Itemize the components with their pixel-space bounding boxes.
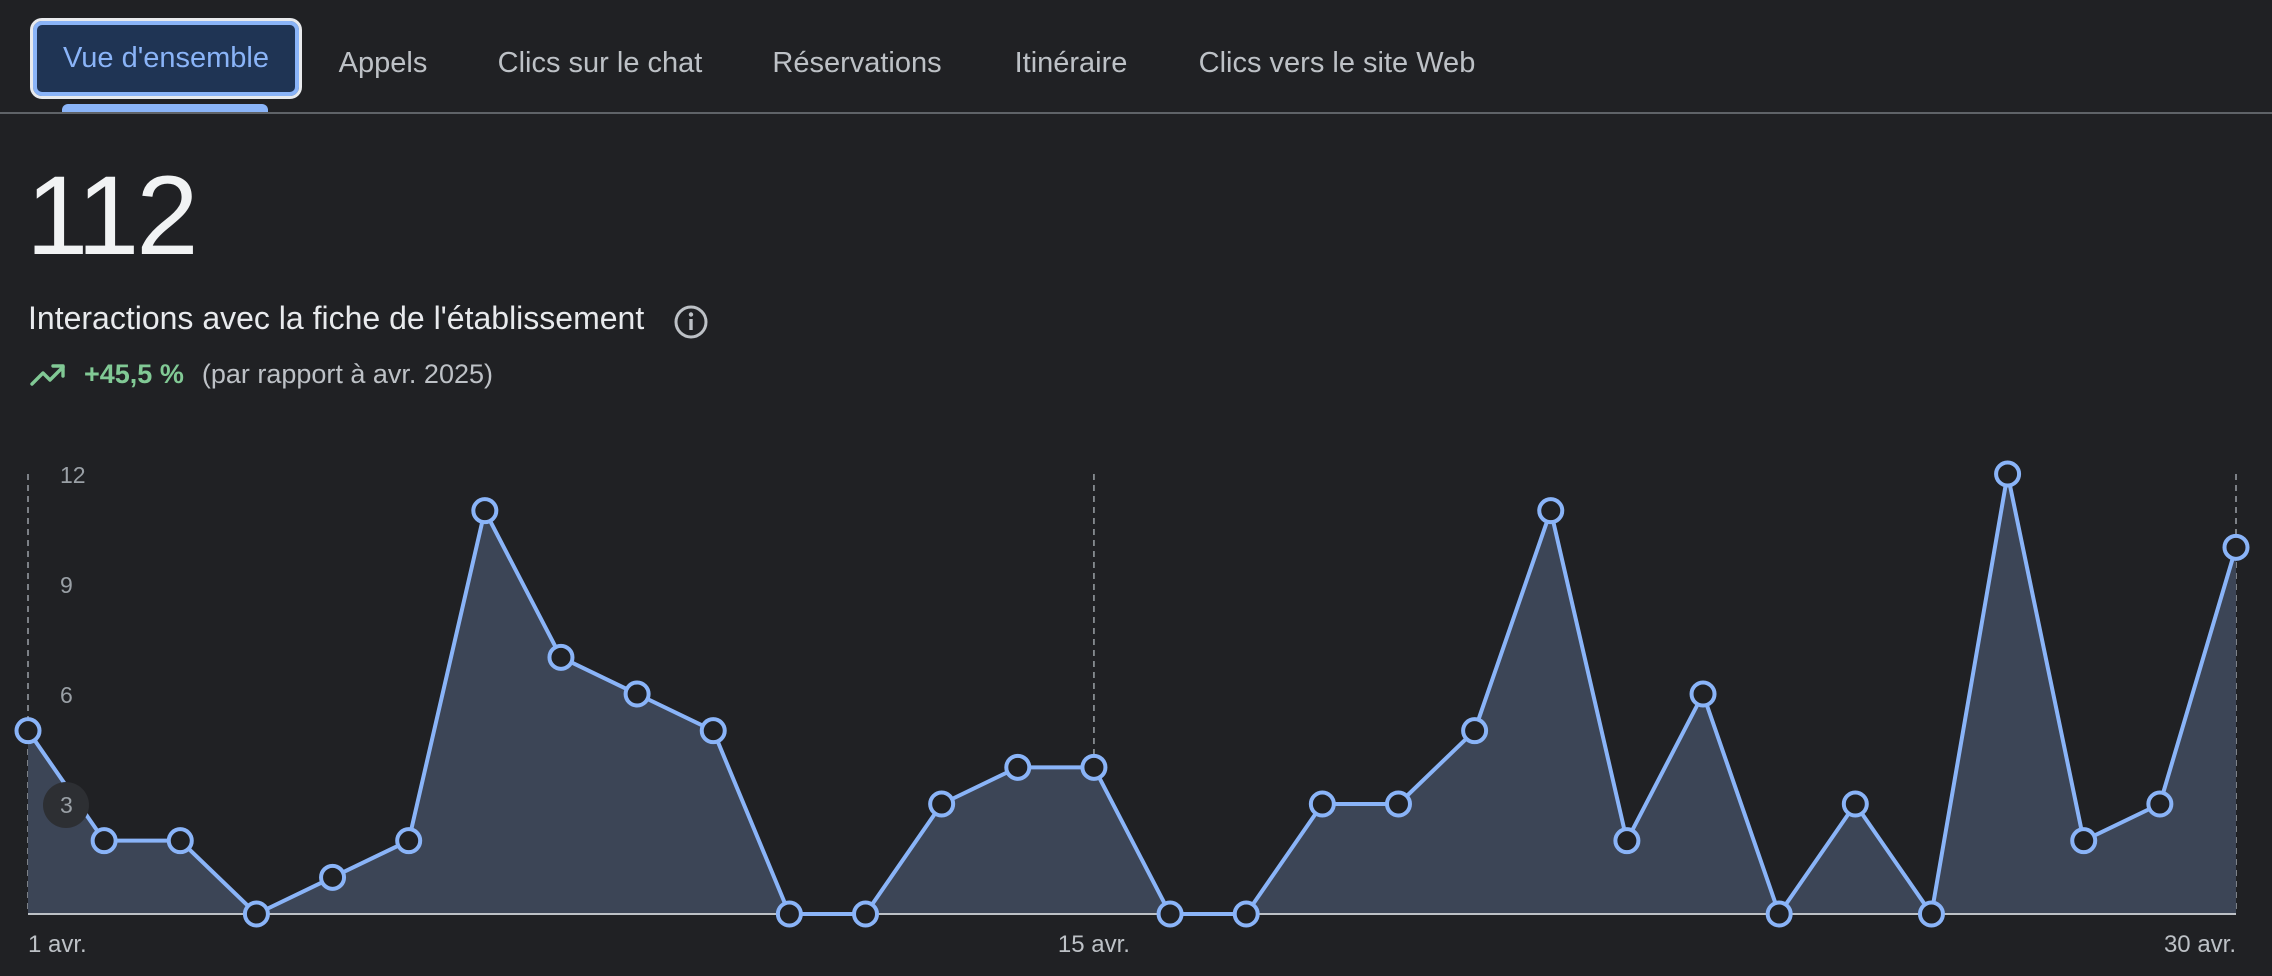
data-point xyxy=(90,827,118,855)
data-point xyxy=(1461,717,1489,745)
data-point xyxy=(1004,753,1032,781)
series-line xyxy=(26,472,2238,916)
tab-website-clicks[interactable]: Clics vers le site Web xyxy=(1198,46,1476,79)
tab-overview[interactable]: Vue d'ensemble xyxy=(30,18,302,99)
data-point xyxy=(547,643,575,671)
data-point xyxy=(775,900,803,928)
tab-calls[interactable]: Appels xyxy=(338,46,428,79)
tab-chat-clicks[interactable]: Clics sur le chat xyxy=(497,46,703,79)
tab-directions[interactable]: Itinéraire xyxy=(1014,46,1128,79)
data-point xyxy=(1080,753,1108,781)
data-point xyxy=(1232,900,1260,928)
data-point xyxy=(699,717,727,745)
data-point xyxy=(166,827,194,855)
data-point xyxy=(1689,680,1717,708)
x-tick-label-0: 1 avr. xyxy=(28,931,87,958)
tab-bar: Vue d'ensemble Appels Clics sur le chat … xyxy=(0,0,2272,114)
x-tick-label-2: 30 avr. xyxy=(2164,931,2236,958)
info-icon[interactable] xyxy=(673,304,709,340)
data-point xyxy=(1917,900,1945,928)
data-point xyxy=(242,900,270,928)
y-tick-label-0: 12 xyxy=(60,462,86,488)
y-tick-label-3: 3 xyxy=(60,792,73,818)
trend-comparison: (par rapport à avr. 2025) xyxy=(201,358,493,389)
data-point xyxy=(852,900,880,928)
metric-label: Interactions avec la fiche de l'établiss… xyxy=(28,300,645,336)
active-tab-indicator xyxy=(62,104,268,112)
data-point xyxy=(1765,900,1793,928)
trending-up-icon xyxy=(30,364,65,386)
area-fill xyxy=(28,474,2236,914)
trend-row: +45,5 % (par rapport à avr. 2025) xyxy=(30,356,493,392)
x-tick-label-1: 15 avr. xyxy=(1058,931,1130,958)
tab-reservations[interactable]: Réservations xyxy=(772,46,942,79)
data-point xyxy=(2146,790,2174,818)
data-point xyxy=(1537,497,1565,525)
data-point xyxy=(2070,827,2098,855)
data-point xyxy=(395,827,423,855)
metric-value: 112 xyxy=(26,153,199,278)
data-point xyxy=(14,717,42,745)
y-tick-badge xyxy=(43,782,89,828)
data-point xyxy=(928,790,956,818)
data-point xyxy=(1994,460,2022,488)
data-point xyxy=(623,680,651,708)
data-point xyxy=(471,497,499,525)
data-point xyxy=(1308,790,1336,818)
data-point xyxy=(1384,790,1412,818)
data-point xyxy=(1156,900,1184,928)
data-point xyxy=(319,863,347,891)
trend-percentage: +45,5 % xyxy=(84,358,184,389)
y-tick-label-1: 9 xyxy=(60,572,73,598)
data-point xyxy=(1613,827,1641,855)
data-point xyxy=(1841,790,1869,818)
data-point xyxy=(2222,533,2250,561)
interactions-chart: 12 9 6 3 1 avr. 15 avr. 30 avr. xyxy=(14,460,2250,958)
y-tick-label-2: 6 xyxy=(60,682,73,708)
